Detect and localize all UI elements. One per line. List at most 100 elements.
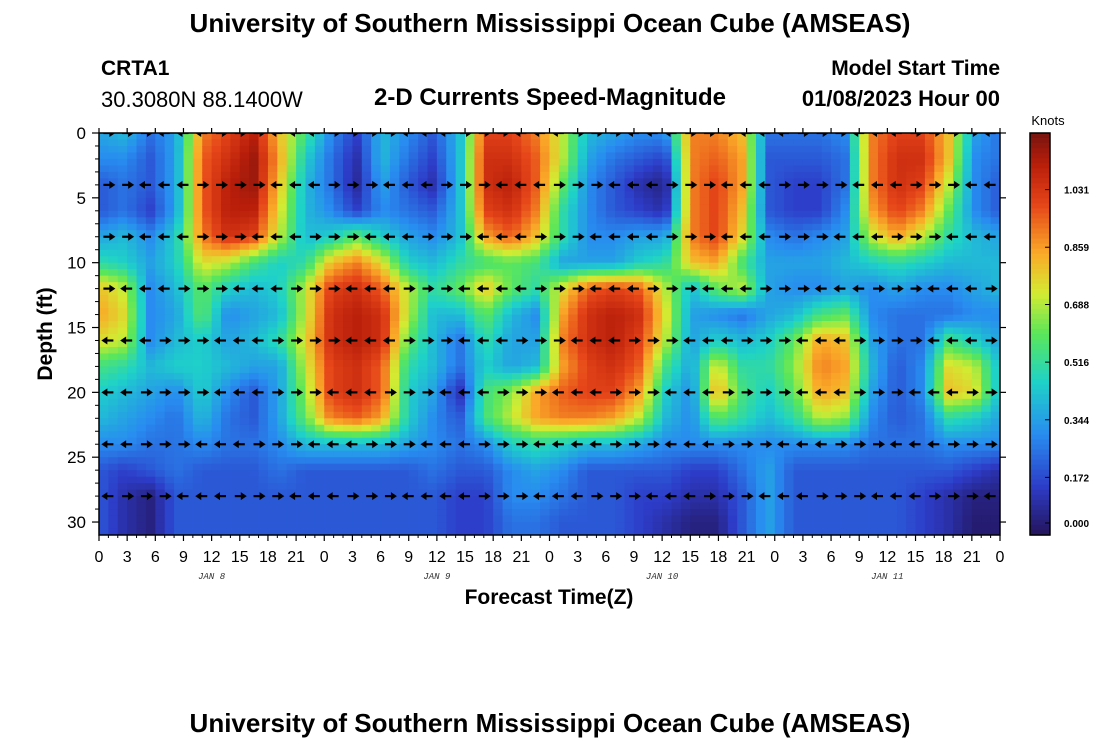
heatmap-cell	[361, 353, 372, 361]
heatmap-cell	[624, 288, 635, 296]
heatmap-cell	[465, 210, 476, 218]
heatmap-cell	[371, 204, 382, 212]
heatmap-cell	[277, 411, 288, 419]
heatmap-cell	[530, 321, 541, 329]
heatmap-cell	[737, 457, 748, 465]
heatmap-cell	[314, 282, 325, 290]
heatmap-cell	[652, 476, 663, 484]
heatmap-cell	[352, 152, 363, 160]
heatmap-cell	[737, 275, 748, 283]
heatmap-cell	[587, 158, 598, 167]
heatmap-cell	[774, 483, 785, 491]
heatmap-cell	[558, 340, 569, 348]
heatmap-cell	[127, 359, 138, 368]
heatmap-cell	[399, 249, 410, 257]
heatmap-cell	[155, 437, 166, 445]
heatmap-cell	[427, 457, 438, 465]
heatmap-cell	[202, 502, 213, 510]
heatmap-cell	[765, 236, 776, 244]
heatmap-cell	[202, 418, 213, 426]
heatmap-cell	[755, 522, 766, 530]
heatmap-cell	[540, 295, 551, 303]
heatmap-cell	[568, 327, 579, 335]
heatmap-cell	[408, 275, 419, 283]
heatmap-cell	[277, 282, 288, 290]
heatmap-cell	[408, 522, 419, 530]
heatmap-cell	[633, 282, 644, 290]
heatmap-cell	[333, 496, 344, 504]
heatmap-cell	[389, 470, 400, 478]
heatmap-cell	[765, 353, 776, 361]
heatmap-cell	[108, 327, 119, 335]
heatmap-cell	[324, 178, 335, 186]
heatmap-cell	[774, 385, 785, 393]
heatmap-cell	[662, 243, 673, 251]
heatmap-cell	[380, 359, 391, 368]
heatmap-cell	[352, 230, 363, 238]
heatmap-cell	[230, 437, 241, 445]
heatmap-cell	[680, 346, 691, 355]
heatmap-cell	[587, 522, 598, 530]
heatmap-cell	[812, 139, 823, 147]
heatmap-cell	[718, 366, 729, 374]
heatmap-cell	[145, 385, 156, 393]
heatmap-cell	[296, 489, 307, 497]
heatmap-cell	[643, 411, 654, 419]
heatmap-cell	[727, 262, 738, 270]
heatmap-cell	[117, 145, 128, 154]
heatmap-cell	[765, 359, 776, 368]
heatmap-cell	[521, 437, 532, 445]
heatmap-cell	[155, 457, 166, 465]
heatmap-cell	[117, 223, 128, 231]
heatmap-cell	[314, 515, 325, 523]
heatmap-cell	[408, 269, 419, 277]
heatmap-cell	[202, 463, 213, 471]
heatmap-cell	[286, 158, 297, 167]
heatmap-cell	[192, 522, 203, 530]
heatmap-cell	[662, 502, 673, 510]
heatmap-cell	[784, 444, 795, 452]
heatmap-cell	[483, 145, 494, 154]
heatmap-cell	[737, 334, 748, 342]
heatmap-cell	[324, 184, 335, 192]
heatmap-cell	[418, 372, 429, 380]
heatmap-cell	[174, 133, 185, 141]
heatmap-cell	[793, 301, 804, 309]
heatmap-cell	[314, 418, 325, 426]
heatmap-cell	[230, 405, 241, 413]
heatmap-cell	[793, 496, 804, 504]
heatmap-cell	[709, 496, 720, 504]
heatmap-cell	[258, 483, 269, 491]
heatmap-cell	[117, 450, 128, 458]
heatmap-cell	[680, 243, 691, 251]
heatmap-cell	[587, 184, 598, 192]
heatmap-cell	[615, 262, 626, 270]
heatmap-cell	[436, 282, 447, 290]
heatmap-cell	[849, 184, 860, 192]
heatmap-cell	[371, 334, 382, 342]
heatmap-cell	[511, 385, 522, 393]
heatmap-cell	[746, 457, 757, 465]
heatmap-cell	[343, 379, 354, 387]
heatmap-cell	[755, 379, 766, 387]
heatmap-cell	[333, 392, 344, 400]
heatmap-cell	[793, 262, 804, 270]
heatmap-cell	[324, 450, 335, 458]
heatmap-cell	[540, 197, 551, 205]
heatmap-cell	[765, 262, 776, 270]
heatmap-cell	[99, 476, 109, 484]
heatmap-cell	[831, 444, 842, 452]
heatmap-cell	[314, 522, 325, 530]
heatmap-cell	[99, 496, 109, 504]
heatmap-cell	[455, 353, 466, 361]
heatmap-cell	[821, 470, 832, 478]
heatmap-cell	[530, 346, 541, 355]
heatmap-cell	[221, 178, 231, 186]
heatmap-cell	[605, 139, 616, 147]
heatmap-cell	[605, 217, 616, 225]
heatmap-cell	[840, 158, 851, 167]
heatmap-cell	[709, 431, 720, 439]
heatmap-cell	[699, 366, 710, 374]
heatmap-cell	[427, 359, 438, 368]
heatmap-cell	[164, 269, 175, 277]
